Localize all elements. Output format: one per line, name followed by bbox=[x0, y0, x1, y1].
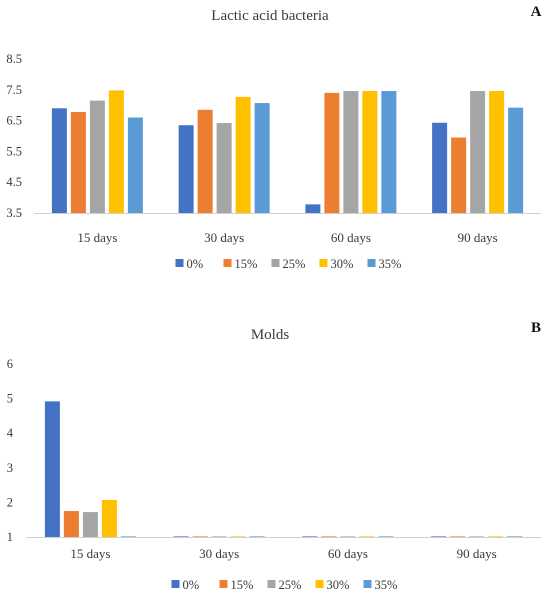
chart-a-legend-swatch bbox=[175, 259, 184, 267]
chart-b-panel-label: B bbox=[531, 320, 541, 336]
chart-a-bar bbox=[381, 91, 397, 213]
chart-b-title: Molds bbox=[251, 327, 290, 343]
chart-b-legend-label: 15% bbox=[231, 578, 254, 592]
chart-a-legend-label: 30% bbox=[331, 257, 354, 271]
chart-a-bar bbox=[51, 108, 67, 213]
chart-a-bar bbox=[178, 125, 194, 213]
chart-a-y-tick-label: 4.5 bbox=[6, 175, 22, 189]
chart-a-y-tick-label: 6.5 bbox=[6, 114, 22, 128]
chart-a-y-tick-label: 5.5 bbox=[6, 144, 22, 158]
chart-a-bar bbox=[508, 107, 524, 213]
chart-b-legend-swatch bbox=[171, 580, 180, 588]
chart-a-bar bbox=[362, 91, 378, 213]
chart-a-title: Lactic acid bacteria bbox=[211, 8, 329, 24]
chart-a-legend-swatch bbox=[223, 259, 232, 267]
chart-a-legend-label: 15% bbox=[235, 257, 258, 271]
chart-b-bar bbox=[82, 512, 98, 537]
chart-a-bar bbox=[216, 123, 232, 213]
chart-a-bar bbox=[451, 137, 467, 213]
chart-a-bar bbox=[108, 90, 124, 213]
chart-a-x-category-label: 15 days bbox=[77, 230, 117, 245]
chart-b-legend-label: 25% bbox=[279, 578, 302, 592]
chart-b-legend-label: 30% bbox=[327, 578, 350, 592]
chart-a-legend-label: 25% bbox=[283, 257, 306, 271]
chart-b-y-tick-label: 3 bbox=[7, 461, 13, 475]
chart-a: Lactic acid bacteria A 3.5 4.5 5.5 6.5 7.5 8.… bbox=[6, 4, 541, 271]
chart-a-bar bbox=[470, 91, 486, 213]
chart-b-y-tick-label: 1 bbox=[7, 530, 13, 544]
chart-a-bar bbox=[89, 100, 105, 213]
chart-a-bar bbox=[489, 91, 505, 213]
chart-b-x-category-label: 90 days bbox=[457, 546, 497, 561]
chart-b-y-tick-label: 6 bbox=[7, 357, 13, 371]
chart-a-bar bbox=[305, 204, 321, 213]
chart-a-panel-label: A bbox=[531, 4, 542, 20]
chart-a-legend-label: 0% bbox=[187, 257, 204, 271]
chart-a-legend-swatch bbox=[271, 259, 280, 267]
chart-b-y-tick-label: 4 bbox=[7, 426, 14, 440]
chart-b-bar bbox=[44, 401, 60, 537]
chart-b-bar bbox=[101, 499, 117, 537]
chart-a-bar bbox=[254, 103, 270, 213]
chart-a-bar bbox=[197, 109, 213, 213]
chart-b: Molds B 1 2 3 4 5 6 15 days 30 days 60 days 90 da… bbox=[7, 320, 541, 592]
chart-a-legend-label: 35% bbox=[379, 257, 402, 271]
chart-a-y-tick-label: 3.5 bbox=[6, 206, 22, 220]
chart-a-bar bbox=[324, 92, 340, 213]
chart-a-y-tick-label: 8.5 bbox=[6, 52, 22, 66]
chart-b-y-tick-label: 2 bbox=[7, 495, 13, 509]
chart-a-bar bbox=[127, 117, 143, 213]
chart-a-y-tick-label: 7.5 bbox=[6, 83, 22, 97]
chart-a-legend-swatch bbox=[319, 259, 328, 267]
chart-b-legend-swatch bbox=[219, 580, 228, 588]
chart-a-bar bbox=[70, 111, 86, 213]
chart-b-legend-swatch bbox=[363, 580, 372, 588]
chart-a-bar bbox=[235, 96, 251, 213]
chart-b-bar bbox=[63, 511, 79, 537]
chart-b-y-tick-label: 5 bbox=[7, 392, 13, 406]
chart-b-x-category-label: 30 days bbox=[199, 546, 239, 561]
chart-b-legend-label: 0% bbox=[183, 578, 200, 592]
chart-b-legend-swatch bbox=[267, 580, 276, 588]
chart-a-x-category-label: 30 days bbox=[204, 230, 244, 245]
chart-a-bar bbox=[432, 122, 448, 213]
chart-a-x-category-label: 60 days bbox=[331, 230, 371, 245]
chart-a-bar bbox=[343, 91, 359, 213]
chart-b-x-category-label: 15 days bbox=[70, 546, 110, 561]
chart-b-x-category-label: 60 days bbox=[328, 546, 368, 561]
chart-a-x-category-label: 90 days bbox=[458, 230, 498, 245]
chart-b-legend-label: 35% bbox=[375, 578, 398, 592]
chart-b-legend-swatch bbox=[315, 580, 324, 588]
chart-a-legend-swatch bbox=[367, 259, 376, 267]
